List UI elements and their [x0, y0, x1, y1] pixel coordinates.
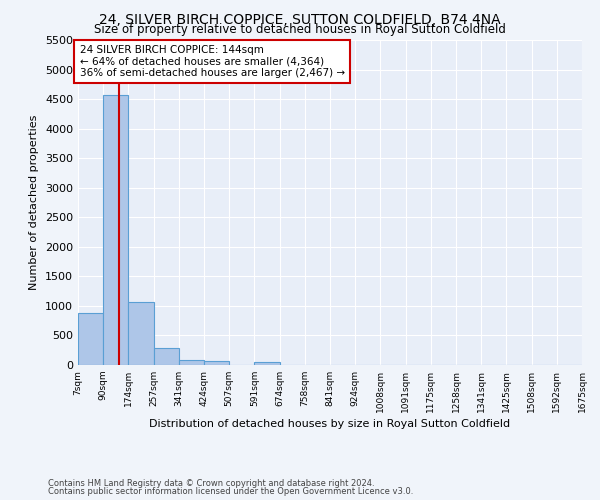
X-axis label: Distribution of detached houses by size in Royal Sutton Coldfield: Distribution of detached houses by size …	[149, 419, 511, 429]
Text: 24, SILVER BIRCH COPPICE, SUTTON COLDFIELD, B74 4NA: 24, SILVER BIRCH COPPICE, SUTTON COLDFIE…	[99, 12, 501, 26]
Text: 24 SILVER BIRCH COPPICE: 144sqm
← 64% of detached houses are smaller (4,364)
36%: 24 SILVER BIRCH COPPICE: 144sqm ← 64% of…	[80, 44, 344, 78]
Text: Contains HM Land Registry data © Crown copyright and database right 2024.: Contains HM Land Registry data © Crown c…	[48, 479, 374, 488]
Bar	[204, 361, 229, 365]
Bar	[128, 302, 154, 365]
Y-axis label: Number of detached properties: Number of detached properties	[29, 115, 40, 290]
Bar	[254, 362, 280, 365]
Bar	[179, 360, 204, 365]
Bar	[103, 95, 128, 365]
Text: Contains public sector information licensed under the Open Government Licence v3: Contains public sector information licen…	[48, 487, 413, 496]
Text: Size of property relative to detached houses in Royal Sutton Coldfield: Size of property relative to detached ho…	[94, 22, 506, 36]
Bar	[78, 313, 103, 365]
Bar	[154, 348, 179, 365]
